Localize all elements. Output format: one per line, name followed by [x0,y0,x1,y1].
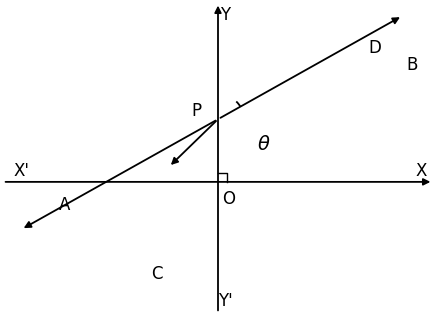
Text: D: D [368,39,381,57]
Text: X: X [415,162,426,180]
Text: Y: Y [220,6,231,24]
Text: X': X' [13,162,29,180]
Text: A: A [58,196,70,214]
Text: B: B [406,57,417,75]
Text: $\theta$: $\theta$ [257,135,271,154]
Text: O: O [222,190,235,208]
Text: P: P [191,102,201,120]
Text: Y': Y' [218,292,233,310]
Text: C: C [151,265,162,283]
